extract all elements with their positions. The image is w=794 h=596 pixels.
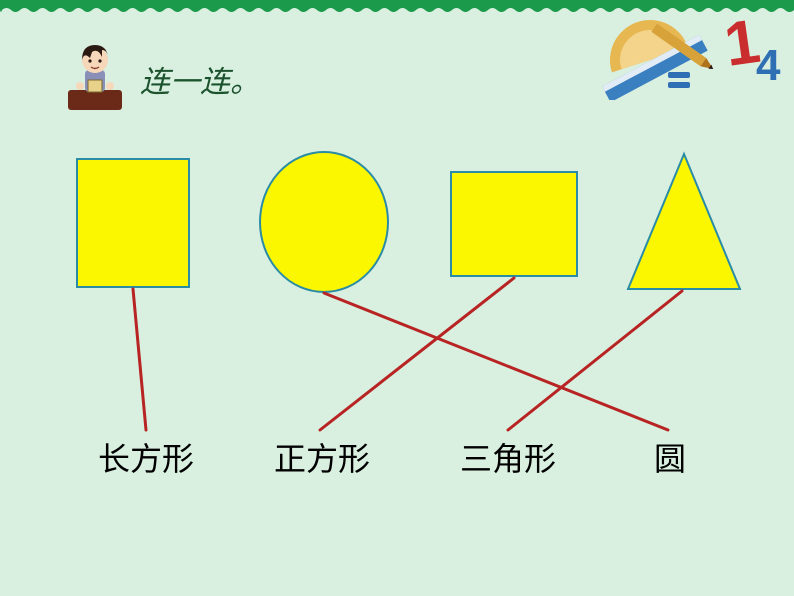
match-line-rectangle-to-rectangle — [133, 289, 146, 430]
match-line-square-to-square — [320, 278, 514, 430]
shapes-canvas — [0, 0, 794, 596]
match-line-triangle-to-triangle — [508, 291, 682, 430]
shape-rectangle — [77, 159, 189, 287]
shape-square — [451, 172, 577, 276]
label-triangle: 三角形 — [460, 434, 556, 480]
match-line-circle-to-circle — [324, 293, 668, 430]
label-circle: 圆 — [654, 434, 686, 480]
match-lines — [133, 278, 682, 430]
shape-triangle — [628, 154, 740, 289]
shape-circle — [260, 152, 388, 292]
label-rectangle: 长方形 — [98, 434, 194, 480]
label-square: 正方形 — [274, 434, 370, 480]
